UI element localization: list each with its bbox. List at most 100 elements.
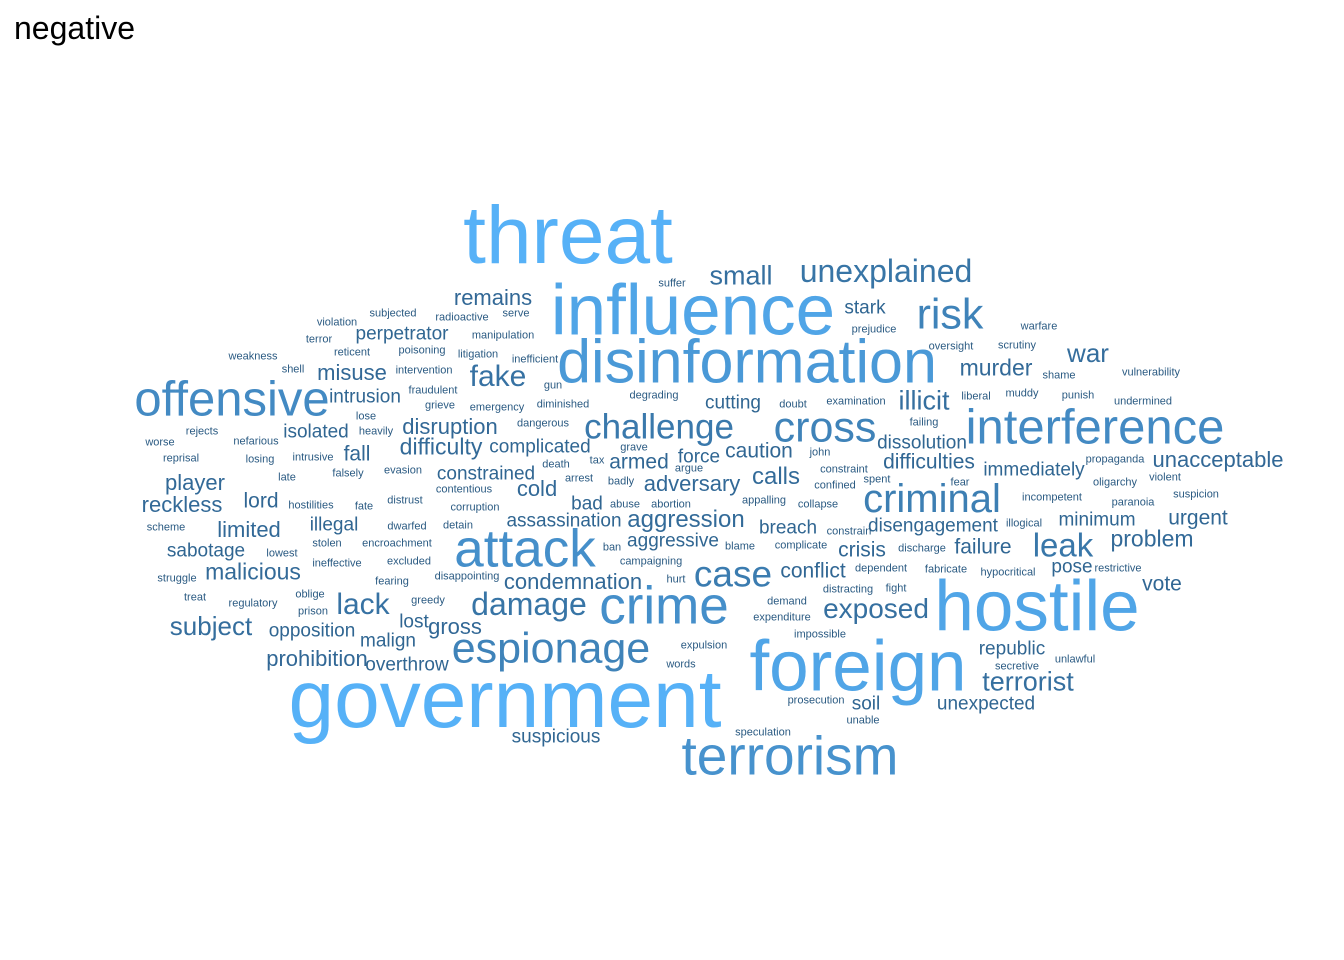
word-corruption: corruption — [450, 501, 500, 514]
word-hostilities: hostilities — [288, 499, 334, 512]
word-dwarfed: dwarfed — [387, 520, 427, 533]
word-hostile: hostile — [934, 567, 1140, 647]
word-disengagement: disengagement — [868, 515, 998, 537]
word-illogical: illogical — [1005, 517, 1043, 530]
word-suffer: suffer — [658, 277, 686, 290]
word-examination: examination — [826, 395, 886, 408]
word-secretive: secretive — [994, 660, 1040, 673]
word-evasion: evasion — [384, 464, 422, 477]
word-subjected: subjected — [369, 307, 417, 320]
word-propaganda: propaganda — [1085, 453, 1145, 466]
word-treat: treat — [183, 591, 207, 604]
word-manipulation: manipulation — [471, 329, 535, 342]
word-lost: lost — [399, 611, 429, 633]
word-oversight: oversight — [928, 340, 974, 353]
word-cutting: cutting — [705, 392, 761, 414]
word-degrading: degrading — [629, 389, 679, 402]
word-violent: violent — [1149, 471, 1181, 484]
word-prosecution: prosecution — [787, 694, 845, 707]
word-argue: argue — [674, 462, 704, 475]
word-sabotage: sabotage — [166, 540, 246, 562]
word-speculation: speculation — [735, 726, 791, 739]
word-failing: failing — [909, 416, 939, 429]
word-exposed: exposed — [823, 593, 929, 624]
word-assassination: assassination — [506, 510, 622, 532]
word-lowest: lowest — [266, 547, 298, 560]
word-complicated: complicated — [489, 436, 591, 458]
word-crisis: crisis — [838, 538, 886, 562]
word-influence: influence — [550, 271, 836, 351]
word-lack: lack — [336, 588, 390, 621]
word-unacceptable: unacceptable — [1152, 447, 1284, 472]
plot-title: negative — [14, 10, 135, 46]
word-prejudice: prejudice — [851, 323, 897, 336]
word-interference: interference — [965, 400, 1225, 455]
word-bad: bad — [571, 493, 603, 515]
word-losing: losing — [245, 453, 275, 466]
word-inefficient: inefficient — [511, 353, 559, 366]
word-unexpected: unexpected — [936, 693, 1036, 715]
word-terror: terror — [305, 333, 333, 346]
word-regulatory: regulatory — [228, 597, 278, 610]
word-force: force — [677, 446, 721, 468]
word-murder: murder — [959, 354, 1033, 381]
word-illegal: illegal — [309, 514, 359, 536]
word-difficulty: difficulty — [399, 433, 483, 460]
word-encroachment: encroachment — [362, 537, 432, 550]
word-warfare: warfare — [1020, 320, 1058, 333]
word-reprisal: reprisal — [162, 452, 200, 465]
word-foreign: foreign — [749, 627, 967, 707]
word-violation: violation — [316, 316, 358, 329]
word-detain: detain — [443, 519, 473, 532]
word-dissolution: dissolution — [877, 432, 967, 454]
word-worse: worse — [145, 436, 175, 449]
word-arrest: arrest — [564, 472, 594, 485]
word-tax: tax — [589, 454, 605, 467]
word-leak: leak — [1032, 526, 1094, 564]
word-undermined: undermined — [1113, 395, 1173, 408]
word-criminal: criminal — [863, 477, 1001, 521]
word-player: player — [165, 470, 225, 495]
word-distrust: distrust — [387, 494, 423, 507]
word-dependent: dependent — [855, 562, 907, 575]
word-terrorism: terrorism — [681, 724, 899, 787]
word-intervention: intervention — [395, 364, 453, 377]
word-fate: fate — [354, 500, 374, 513]
word-poisoning: poisoning — [398, 344, 446, 357]
word-stark: stark — [844, 297, 886, 319]
word-late: late — [278, 471, 296, 484]
word-paranoia: paranoia — [1111, 496, 1155, 509]
word-stolen: stolen — [312, 537, 342, 550]
word-isolated: isolated — [283, 421, 349, 443]
word-reckless: reckless — [141, 492, 223, 517]
word-badly: badly — [607, 475, 635, 488]
word-falsely: falsely — [332, 467, 364, 480]
word-challenge: challenge — [584, 407, 734, 447]
word-nefarious: nefarious — [233, 435, 279, 448]
word-constrain: constrain — [826, 525, 872, 538]
word-gross: gross — [428, 614, 482, 639]
word-fraudulent: fraudulent — [408, 384, 458, 397]
word-remains: remains — [453, 285, 533, 310]
word-doubt: doubt — [779, 398, 807, 411]
word-scrutiny: scrutiny — [998, 339, 1036, 352]
word-suspicious: suspicious — [511, 726, 601, 748]
word-greedy: greedy — [411, 594, 445, 607]
word-words: words — [666, 658, 696, 671]
word-diminished: diminished — [536, 398, 590, 411]
word-gun: gun — [543, 379, 563, 392]
word-abuse: abuse — [610, 498, 640, 511]
word-hypocritical: hypocritical — [980, 566, 1036, 579]
word-condemnation: condemnation — [503, 569, 643, 594]
word-problem: problem — [1110, 525, 1194, 552]
word-subject: subject — [169, 611, 253, 641]
word-risk: risk — [916, 290, 984, 339]
word-grieve: grieve — [425, 399, 455, 412]
word-vote: vote — [1142, 572, 1182, 596]
word-john: john — [809, 446, 831, 459]
word-abortion: abortion — [651, 498, 691, 511]
word-damage: damage — [471, 586, 587, 622]
word-cold: cold — [516, 476, 558, 501]
word-restrictive: restrictive — [1094, 562, 1142, 575]
word-intrusion: intrusion — [329, 386, 401, 408]
